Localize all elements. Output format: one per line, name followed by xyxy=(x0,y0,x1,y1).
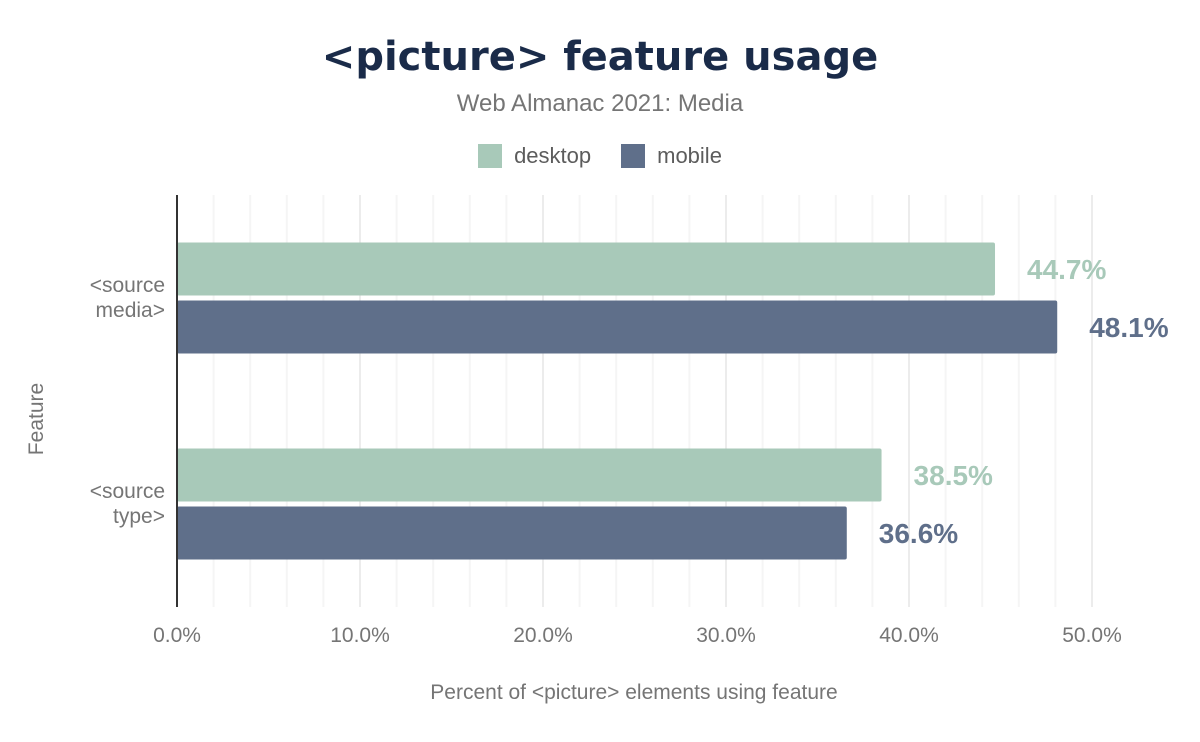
legend-item-mobile[interactable]: mobile xyxy=(621,143,722,169)
x-tick-label: 50.0% xyxy=(1062,624,1122,647)
legend: desktop mobile xyxy=(0,143,1200,169)
y-tick-label-line: <source xyxy=(90,274,165,297)
bar-mobile xyxy=(177,300,1058,354)
chart-subtitle: Web Almanac 2021: Media xyxy=(456,90,744,117)
y-tick-label: <source type> xyxy=(90,480,165,528)
y-axis-title: Feature xyxy=(25,383,48,455)
y-tick-label-line: <source xyxy=(90,480,165,503)
bar-mobile xyxy=(177,506,847,560)
data-label-desktop: 38.5% xyxy=(914,460,993,491)
x-tick-label: 40.0% xyxy=(879,624,939,647)
legend-swatch-mobile xyxy=(621,144,646,168)
y-tick-label-line: media> xyxy=(96,299,165,322)
x-tick-label: 30.0% xyxy=(696,624,756,647)
data-label-mobile: 36.6% xyxy=(879,518,958,549)
x-tick-label: 20.0% xyxy=(513,624,573,647)
data-label-mobile: 48.1% xyxy=(1089,312,1168,343)
y-tick-label: <source media> xyxy=(90,274,165,322)
legend-label-mobile: mobile xyxy=(657,143,722,168)
legend-item-desktop[interactable]: desktop xyxy=(478,143,591,169)
bar-desktop xyxy=(177,242,996,296)
x-tick-label: 10.0% xyxy=(330,624,390,647)
data-label-desktop: 44.7% xyxy=(1027,254,1106,285)
x-tick-label: 0.0% xyxy=(153,624,201,647)
legend-label-desktop: desktop xyxy=(514,143,592,168)
bar-desktop xyxy=(177,448,882,502)
chart-title: <picture> feature usage xyxy=(321,34,879,80)
y-tick-label-line: type> xyxy=(113,505,165,528)
x-axis-title: Percent of <picture> elements using feat… xyxy=(430,681,837,704)
legend-swatch-desktop xyxy=(478,144,503,168)
